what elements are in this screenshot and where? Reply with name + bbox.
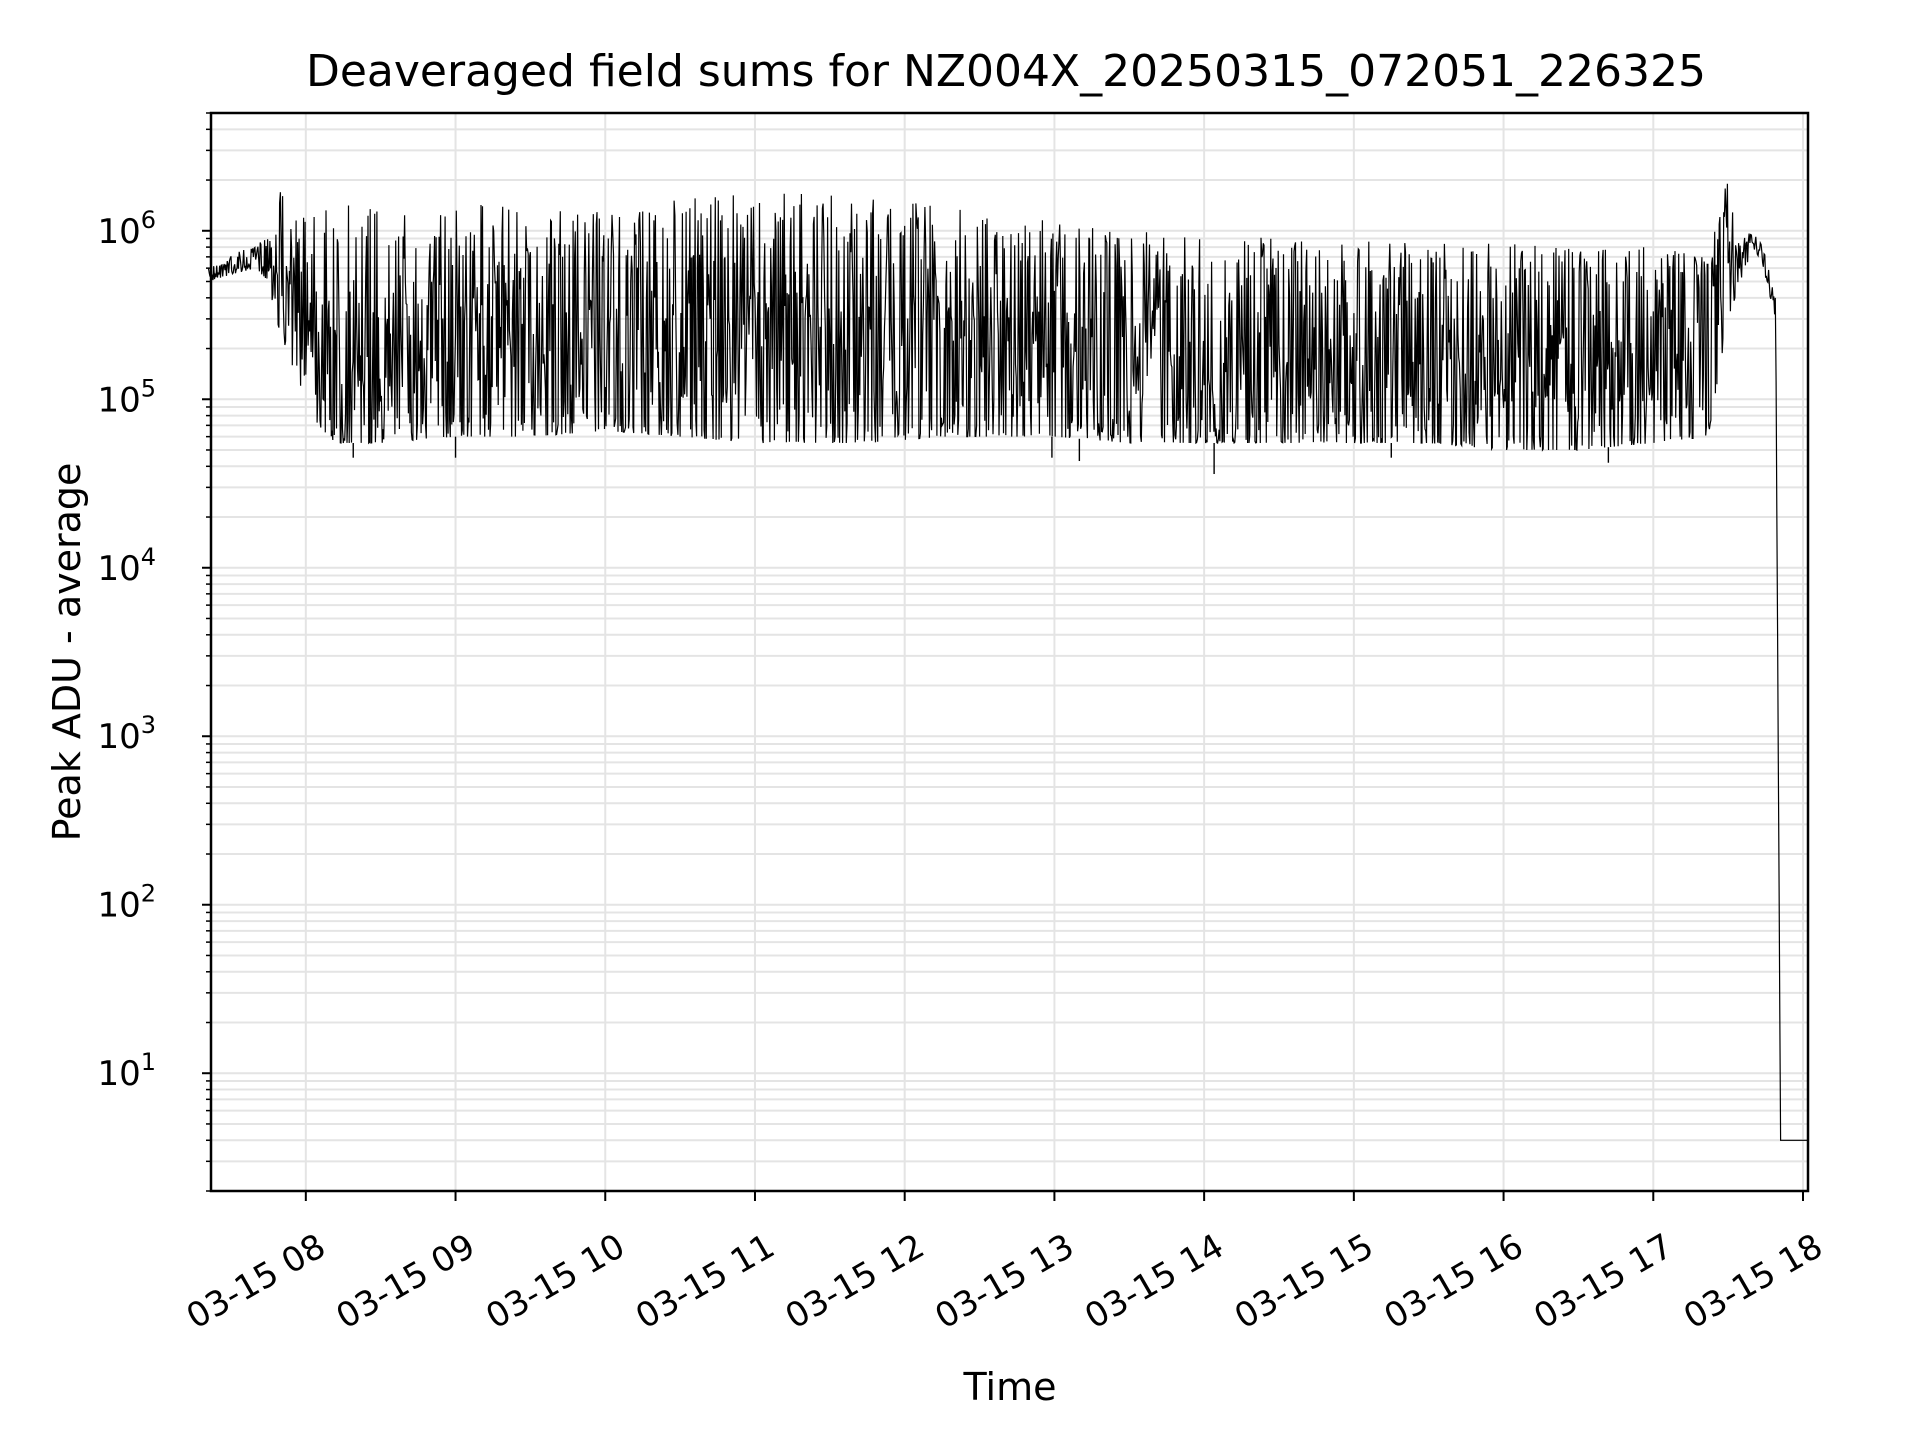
x-tick-label: 03-15 10	[479, 1226, 631, 1337]
x-tick-label: 03-15 18	[1677, 1226, 1829, 1337]
x-tick-label: 03-15 13	[929, 1226, 1081, 1337]
y-tick-label: 106	[97, 206, 156, 252]
x-tick-label: 03-15 09	[330, 1226, 482, 1337]
x-tick-label: 03-15 11	[629, 1226, 781, 1337]
y-axis-label: Peak ADU - average	[45, 463, 89, 842]
data-layer	[207, 183, 1808, 1141]
x-tick-label: 03-15 16	[1378, 1226, 1530, 1337]
y-tick-label: 105	[97, 374, 156, 420]
chart-title: Deaveraged field sums for NZ004X_2025031…	[306, 46, 1706, 97]
x-tick-label: 03-15 12	[779, 1226, 931, 1337]
y-tick-label: 103	[97, 711, 156, 757]
x-axis-label: Time	[963, 1365, 1057, 1409]
y-tick-label: 102	[97, 880, 156, 926]
x-tick-label: 03-15 08	[180, 1226, 332, 1337]
x-tick-label: 03-15 17	[1527, 1226, 1679, 1337]
y-tick-label: 101	[97, 1048, 156, 1094]
axes-frame	[209, 111, 1810, 1193]
x-tick-label: 03-15 15	[1228, 1226, 1380, 1337]
y-axis-ticks: 101 102 103 104 105 106	[97, 112, 211, 1192]
y-tick-label: 104	[97, 543, 156, 589]
series-line	[207, 183, 1808, 1141]
x-tick-label: 03-15 14	[1078, 1226, 1230, 1337]
